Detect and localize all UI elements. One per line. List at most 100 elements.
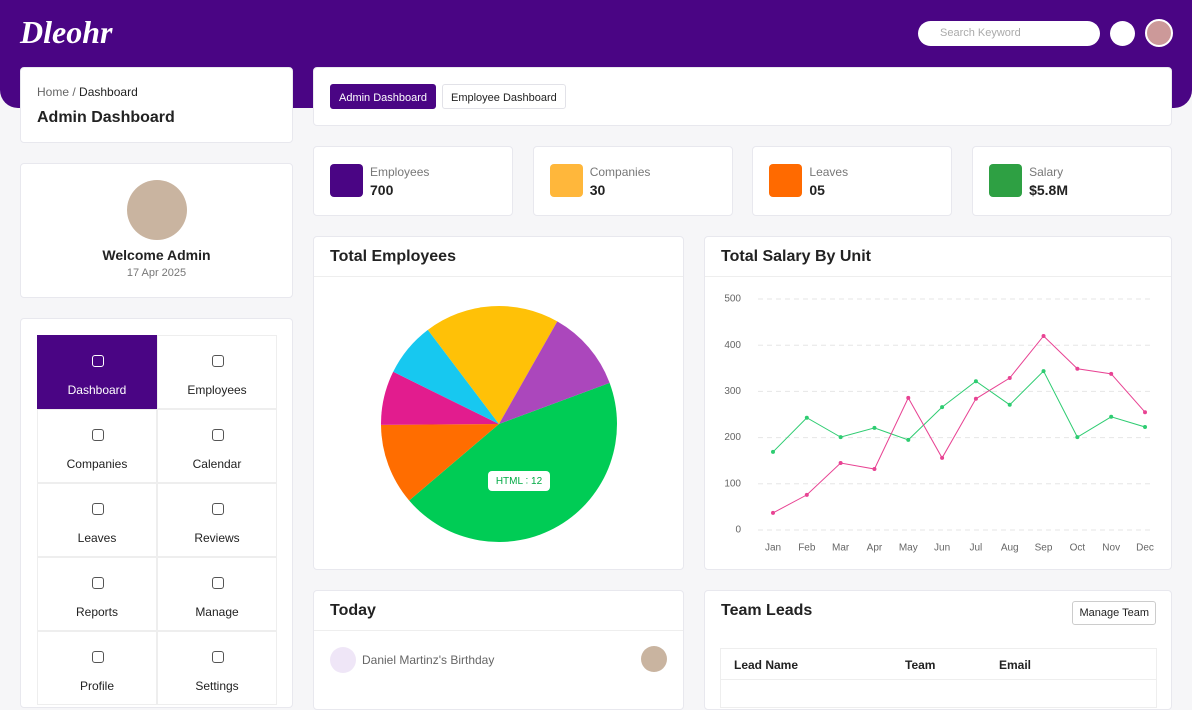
x-tick-label: Mar [832,543,850,554]
stat-icon [769,164,803,197]
x-tick-label: Jan [765,543,781,554]
tooltip-box [488,471,550,491]
card-title: Team Leads [721,602,813,619]
y-tick-label: 100 [724,478,741,489]
menu-icon [212,651,224,663]
avatar [127,180,187,240]
menu-item[interactable]: Leaves [37,483,157,557]
point [973,379,978,384]
pie-chart: HTML : 12 [381,306,617,542]
breadcrumb-card: Home / Dashboard Admin Dashboard [20,67,293,143]
menu-item[interactable]: Manage [157,557,277,631]
pie-slice [393,329,499,424]
stat-card: Salary $5.8M [972,146,1173,216]
x-tick-label: Apr [867,543,883,554]
table-header: Team [905,658,936,672]
menu-item[interactable]: Employees [157,335,277,409]
card-title: Total Employees [330,248,456,265]
line-series [772,370,1146,453]
point [973,396,978,401]
stat-label: Companies [589,165,651,179]
point [906,395,911,400]
x-tick-label: Jun [934,543,950,554]
calendar-button[interactable] [1110,21,1135,46]
point [872,425,877,430]
menu-item[interactable]: Settings [157,631,277,705]
event-text: Daniel Martinz's Birthday [362,653,494,667]
welcome-date: 17 Apr 2025 [126,267,187,279]
point [771,510,775,515]
stat-value: 700 [370,182,394,198]
table-header: Lead Name [734,658,799,672]
line-chart: 0 100 200 300 400 500 Jan Feb Mar Apr May Jun Jul Aug… [724,294,1154,554]
stat-card: Leaves 05 [752,146,953,216]
line-series [772,335,1146,514]
menu-item[interactable]: Dashboard [37,335,157,409]
avatar[interactable] [1145,19,1173,47]
x-tick-label: Oct [1070,543,1086,554]
line-card: Total Salary By Unit 0 100 200 300 400 500 Jan… [704,236,1172,570]
menu-item[interactable]: Calendar [157,409,277,483]
search-input[interactable]: Search Keyword [918,21,1100,46]
y-tick-label: 200 [724,432,741,443]
point [1143,424,1147,429]
y-tick-label: 0 [735,525,741,536]
menu-item[interactable]: Profile [37,631,157,705]
point [838,461,843,466]
point [1007,376,1012,381]
manage-team-button[interactable]: Manage Team [1072,601,1156,625]
point [1109,414,1114,419]
event-type: Birthday [450,653,495,667]
menu-item[interactable]: Companies [37,409,157,483]
x-tick-label: May [899,543,918,554]
event-icon [330,647,356,673]
card-title: Today [330,602,376,619]
pie-slice [427,306,558,424]
point [804,492,809,497]
stat-icon [330,164,363,197]
welcome-title: Welcome Admin [102,247,211,263]
menu-item[interactable]: Reviews [157,483,277,557]
logo[interactable]: Dleohr [20,14,113,50]
stat-label: Leaves [809,165,849,179]
menu-icon [92,503,104,515]
stat-card: Employees 700 [313,146,513,216]
stat-label: Salary [1029,165,1064,179]
point [1007,402,1012,407]
pie-slice [409,382,617,542]
x-tick-label: Jul [970,543,983,554]
x-tick-label: Nov [1102,543,1120,554]
welcome-card: Welcome Admin 17 Apr 2025 [20,163,293,298]
breadcrumb-home[interactable]: Home [37,85,70,99]
menu-icon [92,429,104,441]
point [872,467,877,472]
menu-card: Dashboard Employees Companies Calendar Leave… [20,318,293,708]
menu-icon [212,429,224,441]
x-tick-label: Feb [798,543,816,554]
card-title: Total Salary By Unit [721,248,871,265]
x-tick-label: Dec [1136,543,1154,554]
point [1075,435,1080,440]
point [838,435,843,440]
point [1143,410,1147,415]
stat-value: 05 [809,182,825,198]
point [1041,369,1046,374]
stat-card: Companies 30 [532,146,733,216]
pie-slice [499,321,610,424]
tab[interactable]: Admin Dashboard [330,84,437,109]
team-card: Team Leads Manage Team Lead Name Team Em… [704,590,1172,710]
point [1075,366,1080,371]
stat-icon [989,164,1023,197]
menu-icon [212,355,224,367]
y-tick-label: 300 [724,386,741,397]
y-tick-label: 500 [724,294,741,305]
pie-slice [381,424,499,501]
stat-label: Employees [370,165,430,179]
menu-icon [212,503,224,515]
pie-card: Total Employees HTML : 12 [313,236,684,570]
today-card: Today Daniel Martinz's Birthday [313,590,684,710]
menu-item[interactable]: Reports [37,557,157,631]
pie-slice [381,371,499,425]
tab[interactable]: Employee Dashboard [442,84,566,109]
